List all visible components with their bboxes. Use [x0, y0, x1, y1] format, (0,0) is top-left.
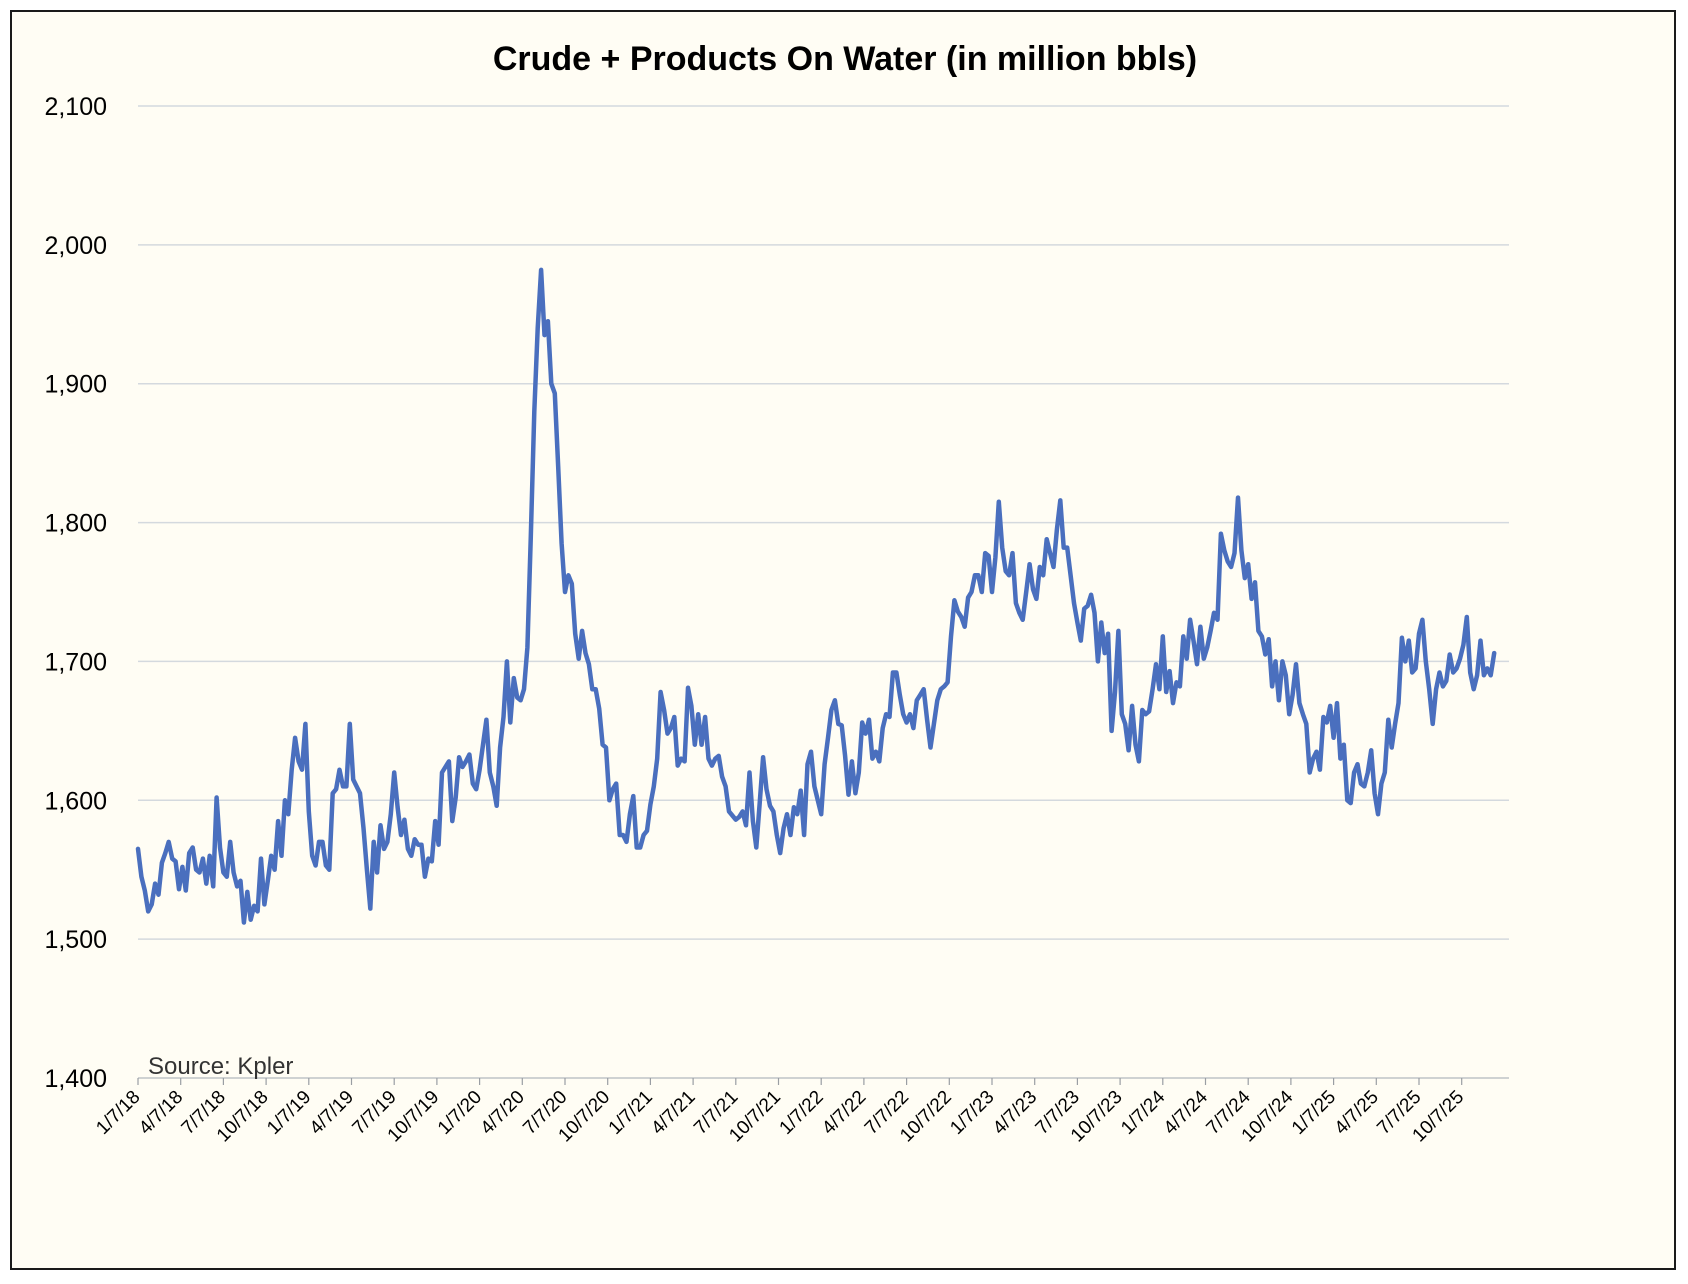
series-line-0 [135, 267, 1497, 925]
source-note: Source: Kpler [148, 1053, 293, 1080]
y-tick-label: 1,500 [44, 926, 107, 954]
x-tick-label: 1/7/24 [1117, 1086, 1170, 1139]
chart-canvas: Crude + Products On Water (in million bb… [44, 40, 1509, 1146]
x-tick-label: 1/7/23 [946, 1087, 998, 1139]
x-tick-label: 4/7/21 [647, 1087, 699, 1139]
x-tick-label: 4/7/23 [989, 1087, 1041, 1139]
gridlines [138, 105, 1509, 940]
x-axis [137, 1077, 1509, 1085]
x-tick-label: 4/7/24 [1160, 1086, 1213, 1139]
x-tick-label: 4/7/25 [1331, 1087, 1383, 1139]
x-axis-tick-labels: 1/7/184/7/187/7/1810/7/181/7/194/7/197/7… [92, 1086, 1468, 1146]
y-tick-label: 1,700 [44, 648, 107, 676]
x-tick-label: 1/7/19 [263, 1087, 315, 1139]
x-tick-label: 1/7/22 [776, 1087, 828, 1139]
series-layer [135, 267, 1497, 925]
y-tick-label: 1,400 [44, 1065, 107, 1093]
y-tick-label: 1,800 [44, 510, 107, 538]
chart-frame: Crude + Products On Water (in million bb… [10, 10, 1676, 1270]
x-tick-label: 1/7/20 [434, 1087, 486, 1139]
x-tick-label: 4/7/19 [306, 1087, 358, 1139]
chart-title: Crude + Products On Water (in million bb… [493, 40, 1197, 78]
x-tick-label: 4/7/20 [477, 1087, 529, 1139]
y-tick-label: 2,000 [44, 232, 107, 260]
x-tick-label: 4/7/22 [818, 1087, 870, 1139]
x-tick-label: 4/7/18 [135, 1087, 187, 1139]
y-tick-label: 2,100 [44, 93, 107, 121]
y-tick-label: 1,600 [44, 787, 107, 815]
y-axis-tick-labels: 1,400 1,500 1,600 1,700 1,800 1,900 2,000 2,100 [44, 93, 107, 1093]
y-tick-label: 1,900 [44, 371, 107, 399]
x-tick-label: 1/7/25 [1288, 1087, 1340, 1139]
x-tick-label: 1/7/18 [92, 1087, 144, 1139]
x-tick-label: 1/7/21 [605, 1087, 657, 1139]
